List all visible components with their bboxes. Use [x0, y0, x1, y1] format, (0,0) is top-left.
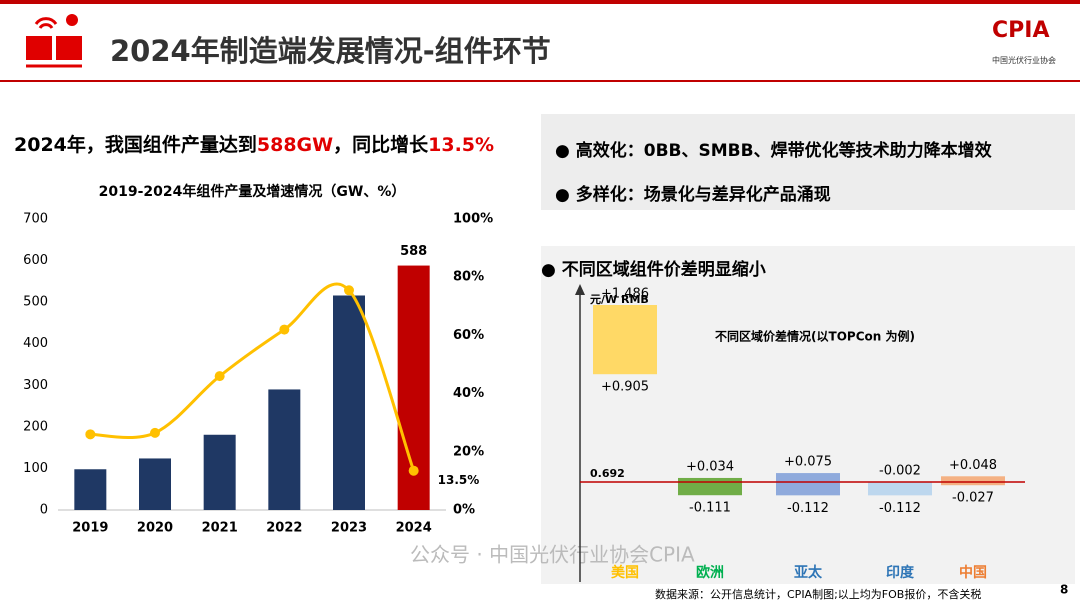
slide-title: 2024年制造端发展情况-组件环节 [110, 34, 551, 68]
watermark: 公众号 · 中国光伏行业协会CPIA [410, 543, 695, 567]
data-label: +0.075 [784, 455, 832, 470]
y-tick-label: 700 [23, 212, 48, 227]
line [90, 282, 416, 472]
x-tick-label: 印度 [886, 564, 915, 581]
data-label: -0.002 [879, 464, 921, 479]
y-tick-label: 400 [23, 336, 48, 351]
data-label: +0.048 [949, 458, 997, 473]
data-label: +0.905 [601, 380, 649, 395]
x-tick-label: 2021 [202, 521, 238, 536]
y-tick-label: 500 [23, 295, 48, 310]
bar [268, 389, 301, 510]
range-bar [776, 473, 840, 496]
y-tick-label: 600 [23, 253, 48, 268]
y-tick-label: 200 [23, 419, 48, 434]
data-label: -0.111 [689, 501, 731, 516]
bar [333, 295, 365, 510]
data-label: 588 [400, 244, 427, 259]
bar [74, 469, 107, 510]
x-tick-label: 2020 [137, 521, 173, 536]
range-bar [868, 482, 932, 496]
solar-icon [26, 14, 82, 68]
y2-tick-label: 100% [453, 212, 493, 227]
y-tick-label: 300 [23, 378, 48, 393]
headline: 2024年，我国组件产量达到588GW，同比增长13.5% [14, 130, 494, 157]
x-tick-label: 2024 [396, 521, 432, 536]
y2-tick-label: 40% [453, 386, 484, 401]
unit-label: 元/W RMB [590, 293, 649, 306]
range-bar [941, 476, 1005, 486]
line-marker [279, 324, 290, 335]
chart-title: 不同区域价差情况(以TOPCon 为例) [715, 329, 915, 344]
bullet: 高效化：0BB、SMBB、焊带优化等技术助力降本增效 [575, 141, 992, 161]
y2-tick-label: 0% [453, 503, 475, 518]
bullet-box: ● 高效化：0BB、SMBB、焊带优化等技术助力降本增效 ● 多样化：场景化与差… [541, 114, 1075, 210]
range-bar [593, 305, 657, 375]
page-number: 8 [1060, 583, 1068, 597]
x-tick-label: 2023 [331, 521, 367, 536]
x-tick-label: 2022 [266, 521, 302, 536]
x-tick-label: 中国 [959, 564, 987, 581]
bullet: 多样化：场景化与差异化产品涌现 [575, 185, 831, 205]
bar [203, 434, 236, 510]
chart-title: 2019-2024年组件产量及增速情况（GW、%） [99, 183, 406, 200]
logo: CPIA [992, 18, 1050, 43]
y2-tick-label: 20% [453, 444, 484, 459]
line-marker [85, 429, 96, 440]
header-rule [0, 80, 1080, 82]
data-label: +1.486 [601, 287, 649, 302]
data-label: +0.034 [686, 459, 734, 474]
range-bar [678, 477, 742, 496]
line-marker [214, 371, 225, 382]
line-marker [344, 285, 354, 296]
baseline-label: 0.692 [590, 467, 625, 480]
logo-sub: 中国光伏行业协会 [992, 56, 1056, 65]
bar [139, 458, 171, 510]
section-title: 不同区域组件价差明显缩小 [561, 260, 766, 280]
headline-part: 13.5% [428, 134, 495, 156]
line-marker [150, 427, 160, 438]
source: 数据来源：公开信息统计，CPIA制图;以上均为FOB报价，不含关税 [655, 587, 981, 601]
line-marker [408, 465, 419, 476]
y2-tick-label: 60% [453, 328, 484, 343]
data-label: -0.112 [787, 501, 829, 516]
y-tick-label: 100 [23, 461, 48, 476]
headline-part: 2024年，我国组件产量达到 [14, 134, 257, 156]
y2-tick-label: 80% [453, 270, 484, 285]
x-tick-label: 欧洲 [696, 564, 724, 581]
y-tick-label: 0 [40, 503, 48, 518]
data-label: -0.027 [952, 491, 994, 506]
axis-arrow [575, 284, 585, 295]
data-label: -0.112 [879, 501, 921, 516]
headline-part: ，同比增长 [333, 134, 429, 156]
top-bar [0, 0, 1080, 4]
x-tick-label: 亚太 [794, 564, 823, 581]
data-label: 13.5% [438, 473, 480, 487]
chart-panel [541, 246, 1075, 584]
x-tick-label: 2019 [72, 521, 108, 536]
headline-part: 588GW [256, 134, 334, 156]
x-tick-label: 美国 [611, 564, 639, 581]
